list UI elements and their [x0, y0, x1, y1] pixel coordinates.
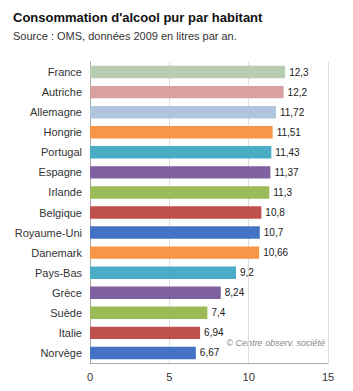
svg-text:Source : OMS, données 2009 en: Source : OMS, données 2009 en litres par… [13, 30, 237, 42]
svg-text:11,37: 11,37 [274, 167, 299, 178]
svg-text:11,51: 11,51 [277, 127, 302, 138]
svg-text:Pays-Bas: Pays-Bas [35, 267, 83, 279]
svg-text:12,2: 12,2 [288, 87, 308, 98]
svg-text:Italie: Italie [59, 327, 82, 339]
svg-text:6,67: 6,67 [200, 347, 220, 358]
svg-text:11,43: 11,43 [275, 147, 300, 158]
svg-text:Belgique: Belgique [39, 207, 82, 219]
svg-text:10,8: 10,8 [265, 207, 285, 218]
svg-text:9,2: 9,2 [240, 267, 254, 278]
svg-text:15: 15 [322, 371, 334, 383]
svg-text:10: 10 [243, 371, 255, 383]
svg-text:7,4: 7,4 [211, 307, 225, 318]
svg-text:Hongrie: Hongrie [43, 126, 82, 138]
svg-text:Suède: Suède [50, 307, 82, 319]
svg-text:Irlande: Irlande [48, 186, 82, 198]
svg-text:6,94: 6,94 [204, 327, 224, 338]
svg-text:© Centre observ. société: © Centre observ. société [226, 338, 325, 348]
svg-text:11,3: 11,3 [273, 187, 292, 198]
svg-text:Allemagne: Allemagne [30, 106, 82, 118]
svg-text:12,3: 12,3 [289, 67, 309, 78]
svg-text:Autriche: Autriche [42, 86, 82, 98]
svg-text:Consommation d'alcool pur par: Consommation d'alcool pur par habitant [13, 10, 263, 25]
svg-text:Espagne: Espagne [39, 166, 82, 178]
svg-text:11,72: 11,72 [280, 107, 305, 118]
svg-text:Norvège: Norvège [40, 347, 82, 359]
svg-text:5: 5 [166, 371, 172, 383]
svg-text:8,24: 8,24 [225, 287, 245, 298]
svg-text:Portugal: Portugal [41, 146, 82, 158]
svg-text:10,66: 10,66 [263, 247, 288, 258]
svg-text:10,7: 10,7 [264, 227, 284, 238]
svg-text:Royaume-Uni: Royaume-Uni [15, 227, 82, 239]
svg-text:0: 0 [87, 371, 93, 383]
svg-text:Grèce: Grèce [52, 287, 82, 299]
svg-text:France: France [48, 66, 82, 78]
svg-text:Danemark: Danemark [31, 247, 82, 259]
